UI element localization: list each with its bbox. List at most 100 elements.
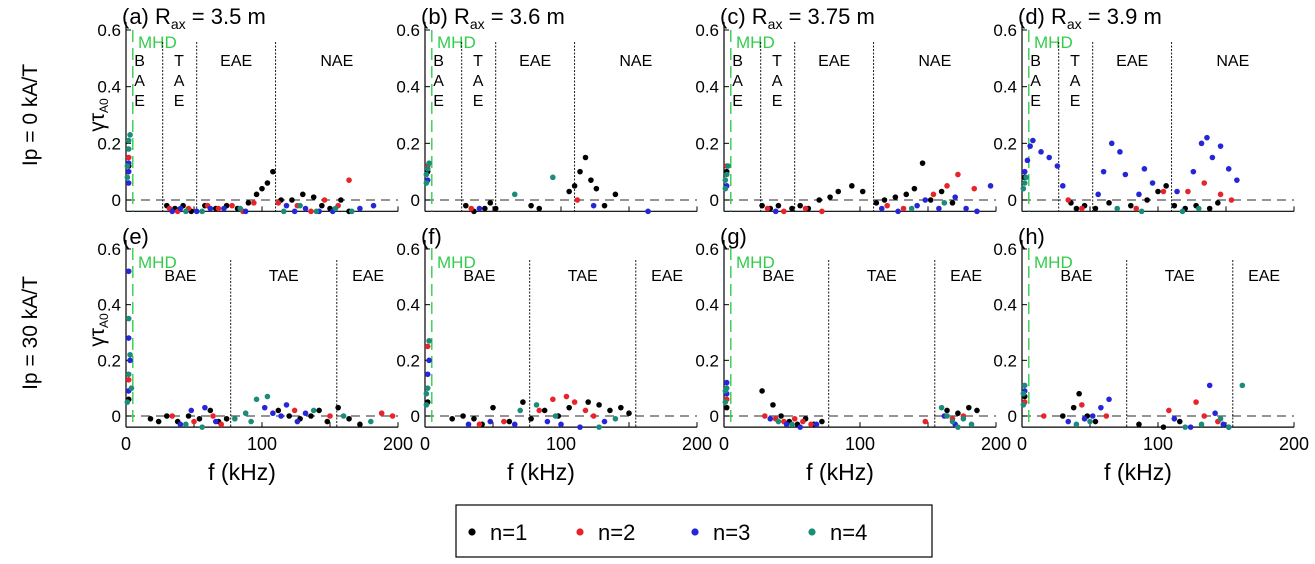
- data-point: [210, 413, 216, 419]
- x-tick-label: 200: [682, 434, 712, 454]
- row-labels: Ip = 0 kA/T Ip = 30 kA/T: [19, 64, 42, 390]
- data-point: [188, 407, 195, 414]
- data-point: [424, 385, 431, 391]
- region-label-bae: A: [1030, 73, 1041, 90]
- data-point: [124, 399, 131, 405]
- y-tick-label: 0.6: [993, 240, 1017, 259]
- x-axis-label: f (kHz): [1104, 459, 1172, 485]
- data-point: [324, 418, 331, 425]
- data-point: [237, 205, 244, 212]
- data-point: [212, 418, 219, 425]
- data-point: [1060, 413, 1066, 419]
- data-point: [550, 174, 556, 181]
- region-label-bae: E: [433, 93, 444, 110]
- panel-tag: (a): [122, 4, 155, 29]
- data-point: [789, 421, 795, 428]
- data-point: [922, 418, 929, 425]
- data-point: [449, 415, 456, 422]
- data-point: [1106, 200, 1112, 206]
- data-point: [1020, 402, 1027, 408]
- data-point: [558, 421, 564, 428]
- data-point: [1193, 399, 1199, 405]
- y-tick-label: 0.2: [97, 351, 121, 370]
- data-point: [1081, 415, 1088, 422]
- legend-marker: [691, 528, 699, 536]
- y-axis-label-main: γτ: [86, 112, 109, 132]
- data-point: [283, 202, 290, 209]
- x-tick-label: 0: [1017, 434, 1027, 454]
- data-point: [1217, 415, 1224, 422]
- data-point: [357, 421, 363, 428]
- data-point: [465, 421, 472, 428]
- data-point: [723, 171, 730, 178]
- data-point: [283, 402, 290, 408]
- data-point: [960, 415, 967, 422]
- data-point: [797, 202, 803, 209]
- data-point: [974, 407, 980, 414]
- data-point: [424, 166, 431, 172]
- data-point: [1212, 410, 1218, 417]
- y-tick-label: 0: [112, 407, 121, 426]
- data-point: [125, 335, 132, 341]
- data-point: [319, 202, 325, 209]
- region-label-bae: E: [134, 93, 145, 110]
- data-point: [536, 205, 543, 212]
- region-label-bae: A: [732, 73, 743, 90]
- y-tick-label: 0.2: [97, 134, 121, 153]
- legend-label: n=2: [598, 520, 635, 545]
- data-point: [426, 160, 432, 166]
- data-point: [193, 208, 200, 215]
- data-point: [291, 208, 298, 215]
- region-label-eae: EAE: [950, 268, 982, 285]
- data-point: [1020, 390, 1027, 397]
- data-point: [482, 205, 488, 212]
- y-tick-label: 0.4: [97, 78, 121, 97]
- x-tick-label: 0: [719, 434, 729, 454]
- data-point: [1225, 424, 1232, 430]
- data-point: [772, 208, 779, 215]
- data-point: [261, 404, 268, 411]
- data-point: [789, 205, 795, 212]
- data-point: [722, 399, 729, 405]
- data-point: [124, 163, 131, 169]
- data-point: [378, 410, 385, 417]
- region-label-bae: B: [732, 53, 743, 70]
- data-point: [533, 402, 540, 408]
- panel-r: R: [752, 4, 768, 29]
- data-point: [819, 208, 825, 215]
- mhd-label: MHD: [736, 33, 775, 52]
- data-point: [1023, 174, 1029, 181]
- data-point: [125, 268, 132, 275]
- data-point: [601, 418, 608, 425]
- data-point: [1073, 421, 1080, 428]
- data-point: [248, 418, 254, 425]
- y-tick-label: 0.2: [993, 351, 1017, 370]
- region-label-tae: E: [174, 93, 185, 110]
- data-point: [302, 205, 309, 212]
- data-point: [308, 413, 314, 419]
- data-point: [1217, 143, 1224, 149]
- data-point: [571, 183, 578, 189]
- x-tick-label: 200: [1279, 434, 1309, 454]
- data-point: [506, 418, 513, 425]
- data-point: [1054, 163, 1061, 169]
- data-point: [1171, 202, 1178, 209]
- data-point: [770, 402, 776, 408]
- data-point: [816, 197, 822, 203]
- series-n4: [722, 163, 948, 212]
- data-point: [460, 413, 466, 419]
- data-point: [987, 183, 994, 189]
- data-point: [125, 371, 132, 378]
- panel-r-subscript: ax: [768, 16, 783, 32]
- x-axis-label: f (kHz): [806, 459, 874, 485]
- data-point: [196, 415, 203, 422]
- data-point: [1020, 185, 1027, 192]
- y-tick-label: 0.6: [396, 240, 420, 259]
- y-tick-label: 0: [1008, 191, 1017, 210]
- series-n2: [1021, 399, 1221, 425]
- data-point: [927, 197, 934, 203]
- mhd-label: MHD: [138, 253, 177, 272]
- panel-title: (a) Rax = 3.5 m: [122, 4, 266, 32]
- data-point: [1108, 140, 1115, 147]
- data-point: [310, 407, 317, 414]
